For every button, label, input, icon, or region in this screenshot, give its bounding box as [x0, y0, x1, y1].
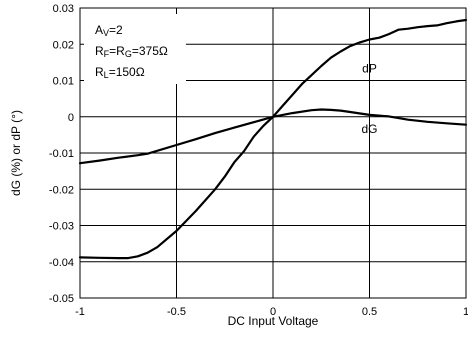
y-axis-title: dG (%) or dP (°): [9, 110, 23, 196]
y-tick-label: -0.04: [49, 257, 74, 269]
series-label-dg: dG: [361, 122, 377, 136]
annotation-gain: AV=2: [95, 23, 123, 38]
plot-frame: [79, 7, 467, 299]
annotation-load: RL=150Ω: [95, 65, 145, 80]
series-lines: [78, 18, 468, 260]
y-tick-label: 0.03: [53, 3, 74, 15]
y-tick-label: -0.02: [49, 184, 74, 196]
series-labels: dP dG: [361, 62, 377, 137]
x-tick-label: -0.5: [167, 306, 186, 318]
y-tick-label: -0.01: [49, 148, 74, 160]
x-tick-labels: -1 -0.5 0 0.5 1: [75, 306, 468, 318]
annotation-background: [84, 14, 186, 84]
y-tick-label: -0.03: [49, 221, 74, 233]
x-tick-label: 0.5: [362, 306, 377, 318]
x-tick-label: 1: [463, 306, 468, 318]
y-tick-label: 0: [68, 112, 74, 124]
x-axis-title: DC Input Voltage: [228, 314, 319, 328]
y-tick-label: -0.05: [49, 293, 74, 305]
x-tick-label: -1: [75, 306, 85, 318]
series-label-dp: dP: [362, 62, 377, 76]
series-line-dg: [78, 108, 468, 165]
annotation-resistors: RF=RG=375Ω: [95, 44, 168, 59]
x-tick-label: 0: [270, 306, 276, 318]
y-tick-label: 0.02: [53, 39, 74, 51]
series-line-dp: [78, 18, 468, 260]
y-tick-label: 0.01: [53, 76, 74, 88]
y-tick-labels: 0.03 0.02 0.01 0 -0.01 -0.02 -0.03 -0.04 -0.05: [49, 3, 74, 305]
